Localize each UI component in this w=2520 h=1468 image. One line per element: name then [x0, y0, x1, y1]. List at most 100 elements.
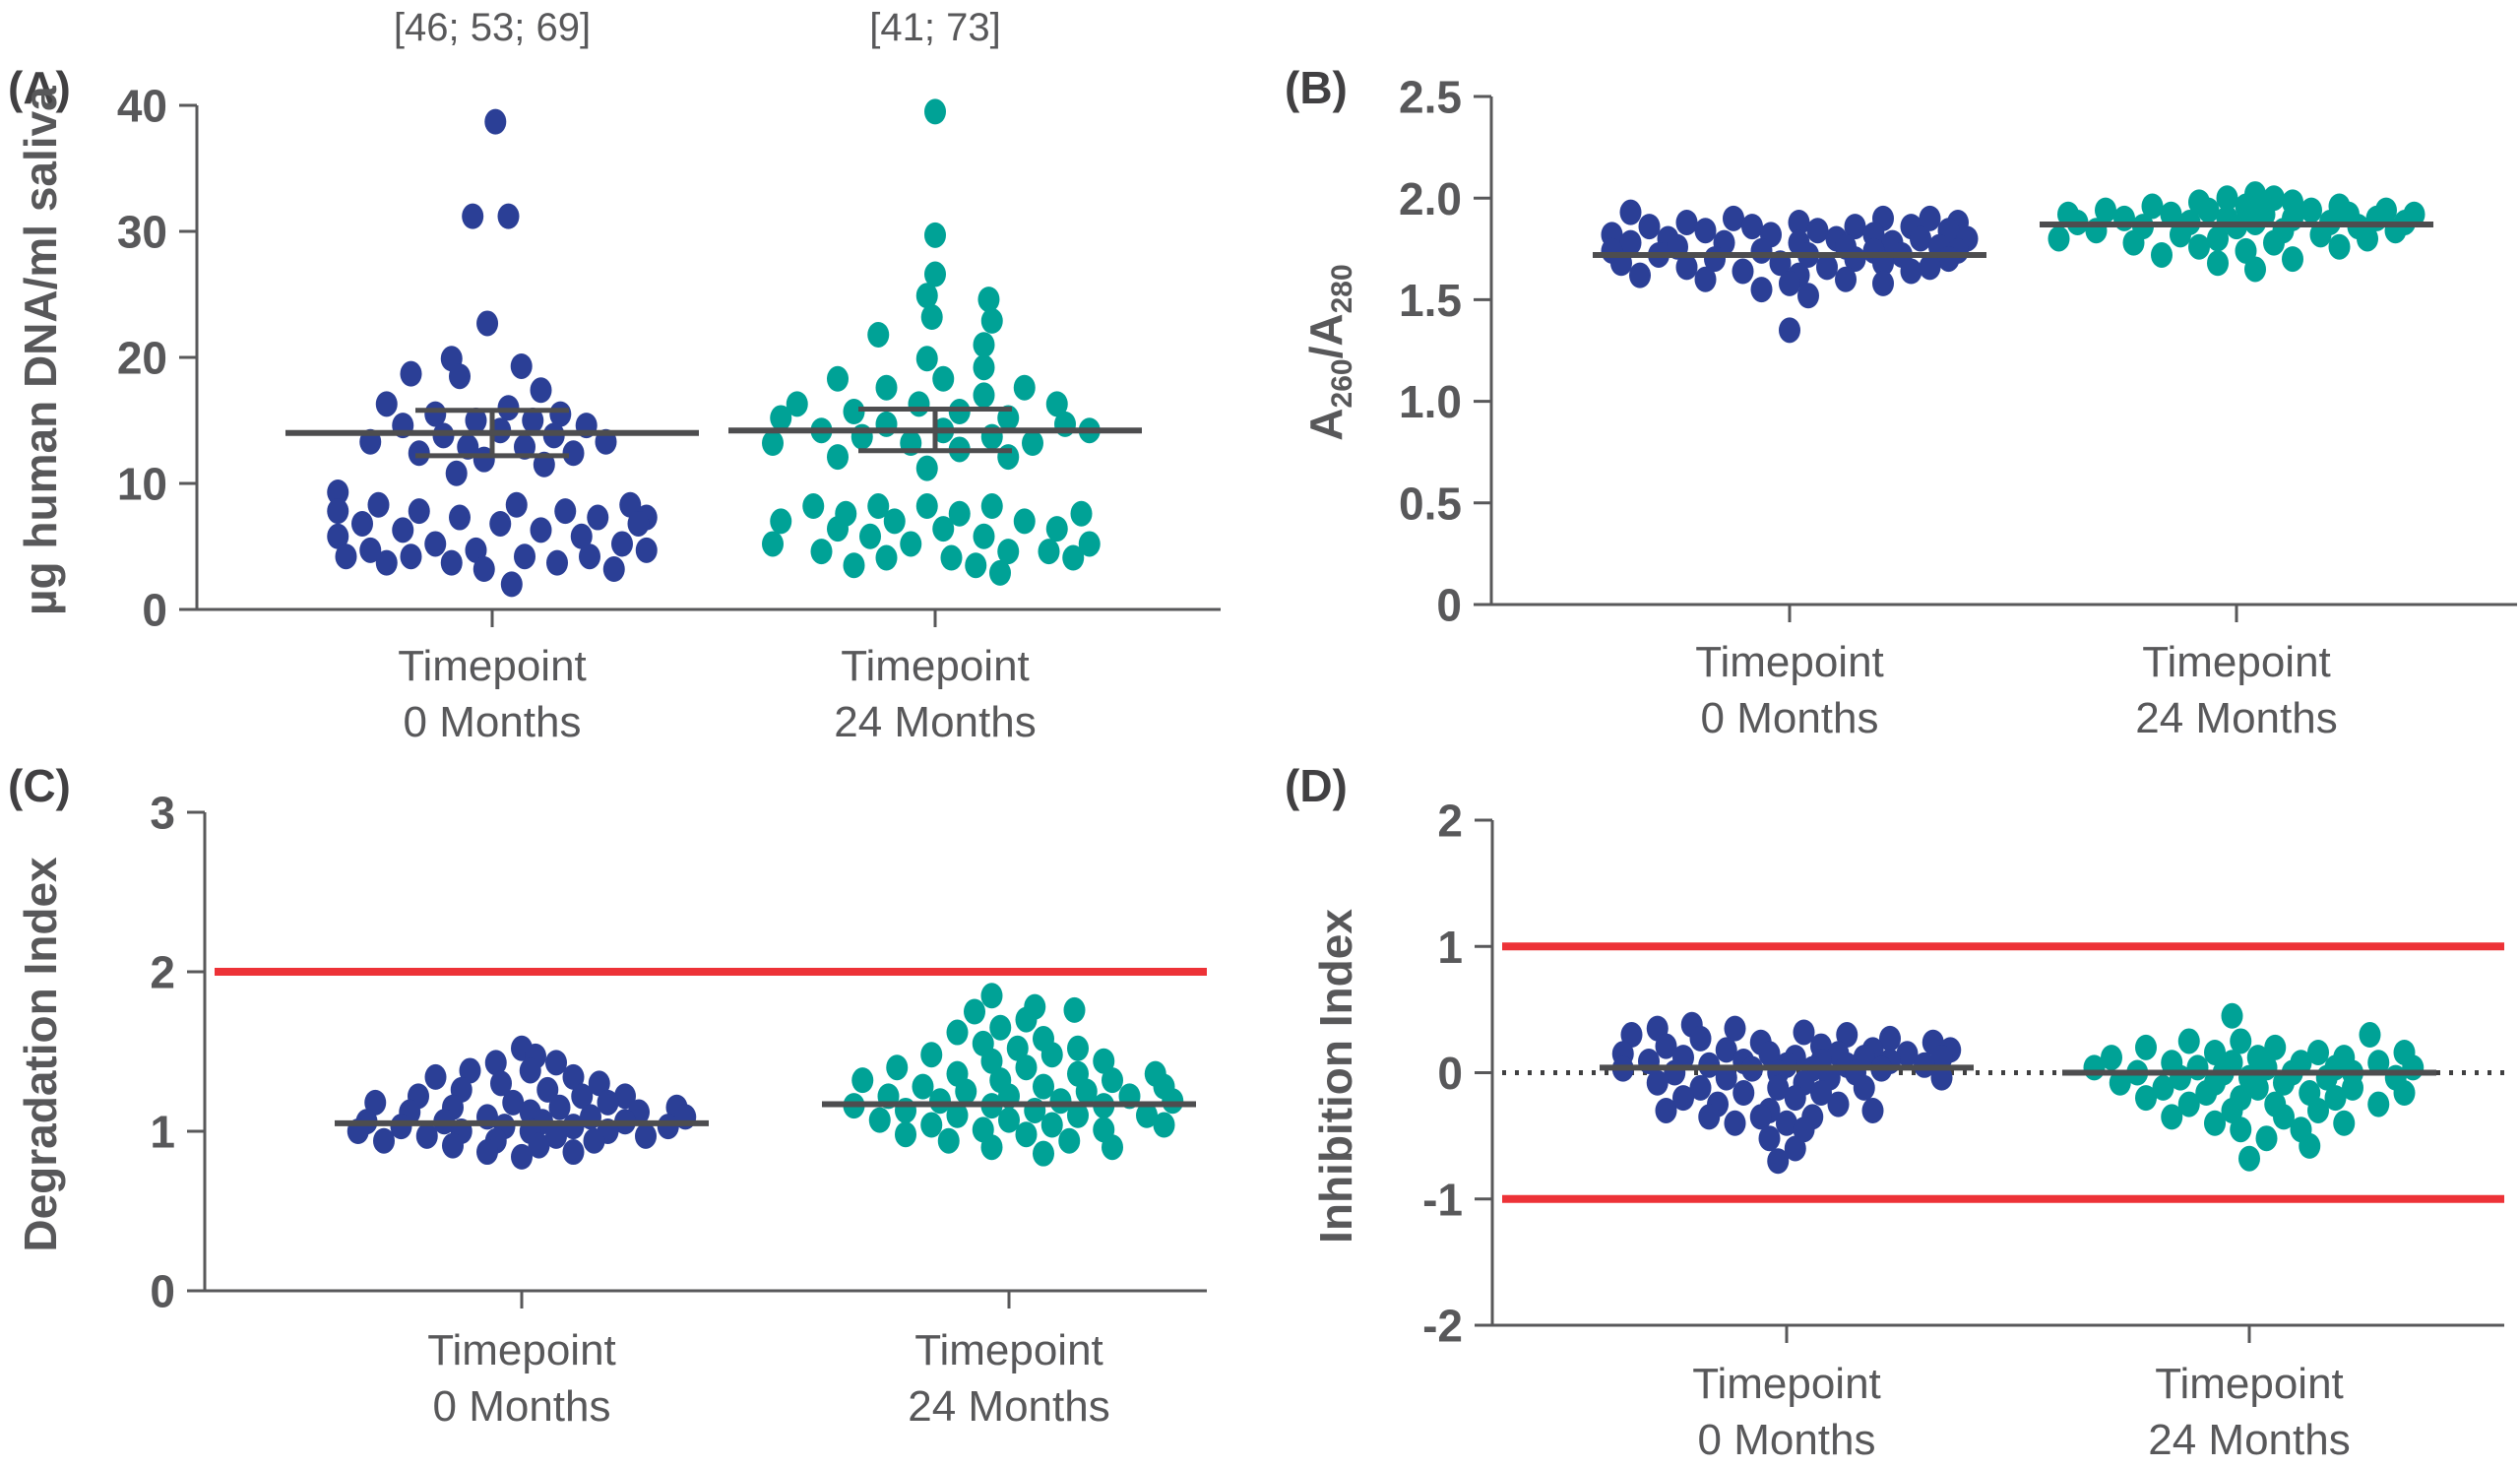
data-point: [1078, 531, 1101, 557]
panel-c-xtick-label-group2: Timepoint 24 Months: [908, 1326, 1110, 1432]
data-point: [937, 1127, 960, 1154]
data-point: [579, 543, 600, 570]
y-tick-label: 3: [150, 788, 175, 839]
data-point: [462, 203, 484, 229]
data-point: [484, 108, 507, 135]
data-point: [2357, 225, 2378, 252]
panel-b-label: (B): [1285, 62, 1348, 113]
data-point: [1937, 246, 1960, 273]
data-point: [1749, 1104, 1772, 1130]
data-point: [1675, 254, 1698, 281]
data-point: [465, 537, 487, 563]
data-point: [1646, 1069, 1669, 1096]
data-point: [1638, 214, 1661, 240]
data-point: [442, 1132, 464, 1159]
data-point: [1793, 1117, 1815, 1143]
data-point: [510, 352, 533, 379]
y-tick-label: 1.5: [1399, 275, 1462, 326]
y-tick-label: 40: [117, 81, 167, 132]
data-point: [327, 479, 349, 505]
data-point: [946, 1102, 969, 1128]
data-point: [980, 307, 1003, 334]
data-point: [924, 261, 946, 287]
data-point: [1040, 1042, 1063, 1068]
data-point: [2359, 1022, 2381, 1049]
panel-d-y-axis-title: Inhibition Index: [1310, 909, 1361, 1244]
data-point: [530, 517, 552, 543]
data-point: [965, 552, 987, 579]
data-point: [327, 523, 349, 549]
data-point: [2300, 197, 2322, 223]
data-point: [827, 444, 849, 471]
data-point: [867, 493, 890, 520]
data-point: [1153, 1112, 1175, 1138]
data-point: [497, 203, 520, 229]
data-point: [875, 544, 898, 571]
data-point: [1629, 262, 1651, 288]
data-point: [1784, 1085, 1806, 1112]
data-point: [1930, 1064, 1953, 1091]
y-tick-label: 2: [150, 947, 175, 998]
data-point: [1162, 1088, 1184, 1115]
data-point: [1758, 1125, 1781, 1152]
data-point: [536, 1076, 559, 1103]
panel-c: (C) Degradation Index 0 1 2 3 Timepoint 0 M…: [0, 722, 1260, 1442]
data-point: [859, 523, 881, 549]
data-point: [786, 391, 808, 417]
data-point: [635, 1122, 657, 1149]
data-point: [472, 556, 495, 583]
data-point: [827, 365, 849, 392]
data-point: [2204, 1039, 2226, 1065]
data-point: [851, 1067, 874, 1094]
data-point: [335, 543, 357, 570]
data-point: [1136, 1102, 1158, 1128]
data-point: [1779, 317, 1800, 344]
data-point: [546, 549, 568, 576]
panel-a: (A) [46; 53; 69] [41; 73] µg human DNA/m…: [0, 0, 1260, 746]
data-point: [2282, 246, 2303, 273]
data-point: [1022, 430, 1043, 457]
data-point: [2328, 233, 2351, 260]
data-point: [900, 531, 922, 557]
data-point: [440, 549, 463, 576]
data-point: [946, 1019, 969, 1046]
data-point: [875, 374, 898, 401]
data-point: [2188, 233, 2210, 260]
data-point: [484, 1050, 507, 1076]
data-point: [2244, 256, 2266, 283]
data-point: [1723, 205, 1744, 231]
y-tick-label: 1: [150, 1107, 175, 1158]
data-point: [1063, 996, 1086, 1023]
data-point: [998, 1107, 1020, 1133]
data-point: [2048, 225, 2070, 252]
data-point: [554, 498, 577, 525]
data-point: [364, 1089, 387, 1116]
data-point: [827, 516, 849, 543]
data-point: [1750, 277, 1773, 303]
data-point: [1919, 254, 1941, 281]
data-point: [1853, 1074, 1875, 1101]
data-point: [2307, 1097, 2329, 1123]
data-point: [1806, 218, 1829, 244]
data-point: [424, 401, 447, 427]
data-point: [1675, 209, 1698, 235]
data-point: [602, 556, 625, 583]
panel-b-xtick-label-group2: Timepoint 24 Months: [2135, 638, 2338, 743]
data-point: [597, 1089, 619, 1116]
data-point: [476, 1139, 498, 1166]
data-point: [390, 1114, 412, 1140]
data-point: [424, 1063, 447, 1090]
panel-a-xtick-label-group1: Timepoint 0 Months: [398, 642, 587, 747]
y-tick-label: 0: [150, 1266, 175, 1317]
data-point: [400, 360, 422, 387]
data-point: [973, 382, 995, 409]
data-point: [1767, 1074, 1790, 1101]
data-point: [2255, 1125, 2278, 1152]
data-point: [977, 287, 1000, 313]
data-point: [1694, 218, 1717, 244]
data-point: [327, 498, 349, 525]
data-point: [2264, 1034, 2287, 1060]
data-point: [583, 1127, 605, 1154]
data-point: [973, 332, 995, 358]
panel-d: (D) Inhibition Index -2 -1 0 1 2 Timepoint 0…: [1260, 722, 2520, 1464]
